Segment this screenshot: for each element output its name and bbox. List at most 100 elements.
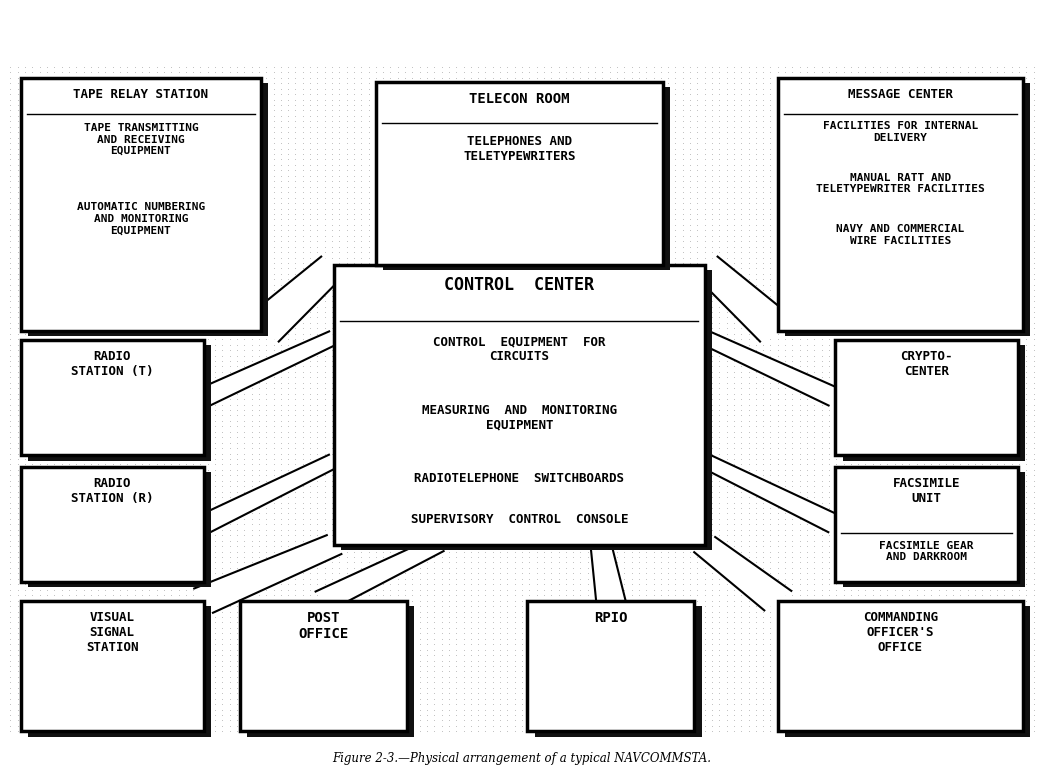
Point (448, 360, 465, 373)
Point (908, 458, 925, 471)
Point (726, 131, 742, 144)
Point (492, 338, 508, 351)
Point (484, 605, 501, 618)
Point (492, 268, 508, 280)
Point (272, 660, 289, 672)
Point (185, 224, 201, 237)
Point (53, 159, 70, 171)
Point (755, 605, 772, 618)
Point (974, 507, 991, 520)
Point (309, 333, 326, 345)
Point (243, 137, 260, 149)
Point (46, 202, 63, 215)
Point (601, 622, 618, 634)
Point (353, 687, 370, 699)
Point (506, 61, 523, 73)
Point (2, 578, 19, 591)
Point (353, 622, 370, 634)
Point (163, 295, 180, 307)
Point (411, 224, 428, 237)
Point (528, 649, 545, 661)
Point (294, 502, 311, 514)
Point (382, 420, 399, 433)
Point (477, 398, 494, 411)
Point (338, 600, 355, 612)
Point (280, 273, 296, 286)
Point (748, 703, 764, 716)
Point (251, 115, 267, 128)
Point (53, 295, 70, 307)
Point (945, 115, 962, 128)
Point (850, 121, 867, 133)
Point (528, 110, 545, 122)
Point (755, 485, 772, 498)
Point (704, 197, 720, 209)
Point (594, 175, 611, 187)
Point (645, 682, 662, 694)
Point (689, 709, 706, 721)
Point (857, 61, 874, 73)
Point (864, 213, 881, 226)
Point (455, 567, 472, 580)
Point (916, 638, 932, 650)
Point (996, 72, 1013, 84)
Point (477, 197, 494, 209)
Point (594, 131, 611, 144)
Point (777, 219, 793, 231)
Point (258, 426, 275, 438)
Point (382, 431, 399, 443)
Point (901, 104, 918, 117)
Point (360, 360, 377, 373)
Point (769, 208, 786, 220)
Point (243, 230, 260, 242)
Point (616, 180, 633, 193)
Point (389, 202, 406, 215)
Point (901, 377, 918, 389)
Point (17, 660, 33, 672)
Point (375, 524, 392, 536)
Point (850, 104, 867, 117)
Point (601, 82, 618, 95)
Point (214, 251, 231, 264)
Point (696, 633, 713, 645)
Point (777, 360, 793, 373)
Point (126, 698, 143, 710)
Point (616, 137, 633, 149)
Point (886, 393, 903, 405)
Point (82, 115, 99, 128)
Point (1025, 480, 1042, 492)
Point (799, 475, 815, 487)
Point (236, 605, 253, 618)
Point (748, 436, 764, 449)
Point (894, 387, 910, 400)
Point (660, 692, 677, 705)
Point (221, 191, 238, 204)
Point (397, 82, 413, 95)
Point (462, 464, 479, 476)
Point (579, 496, 596, 509)
Point (821, 513, 837, 525)
Point (53, 110, 70, 122)
Point (1018, 584, 1035, 596)
Point (901, 709, 918, 721)
Point (989, 720, 1005, 732)
Point (872, 219, 888, 231)
Point (294, 393, 311, 405)
Point (309, 529, 326, 541)
Point (316, 524, 333, 536)
Point (704, 409, 720, 422)
Point (104, 328, 121, 340)
Point (353, 186, 370, 198)
Point (550, 333, 567, 345)
Point (565, 682, 582, 694)
Point (338, 409, 355, 422)
Point (843, 562, 859, 574)
Point (843, 649, 859, 661)
Point (353, 616, 370, 629)
Point (156, 366, 172, 378)
Point (791, 284, 808, 296)
Point (433, 257, 450, 269)
Point (631, 529, 647, 541)
Point (718, 633, 735, 645)
Point (572, 567, 589, 580)
